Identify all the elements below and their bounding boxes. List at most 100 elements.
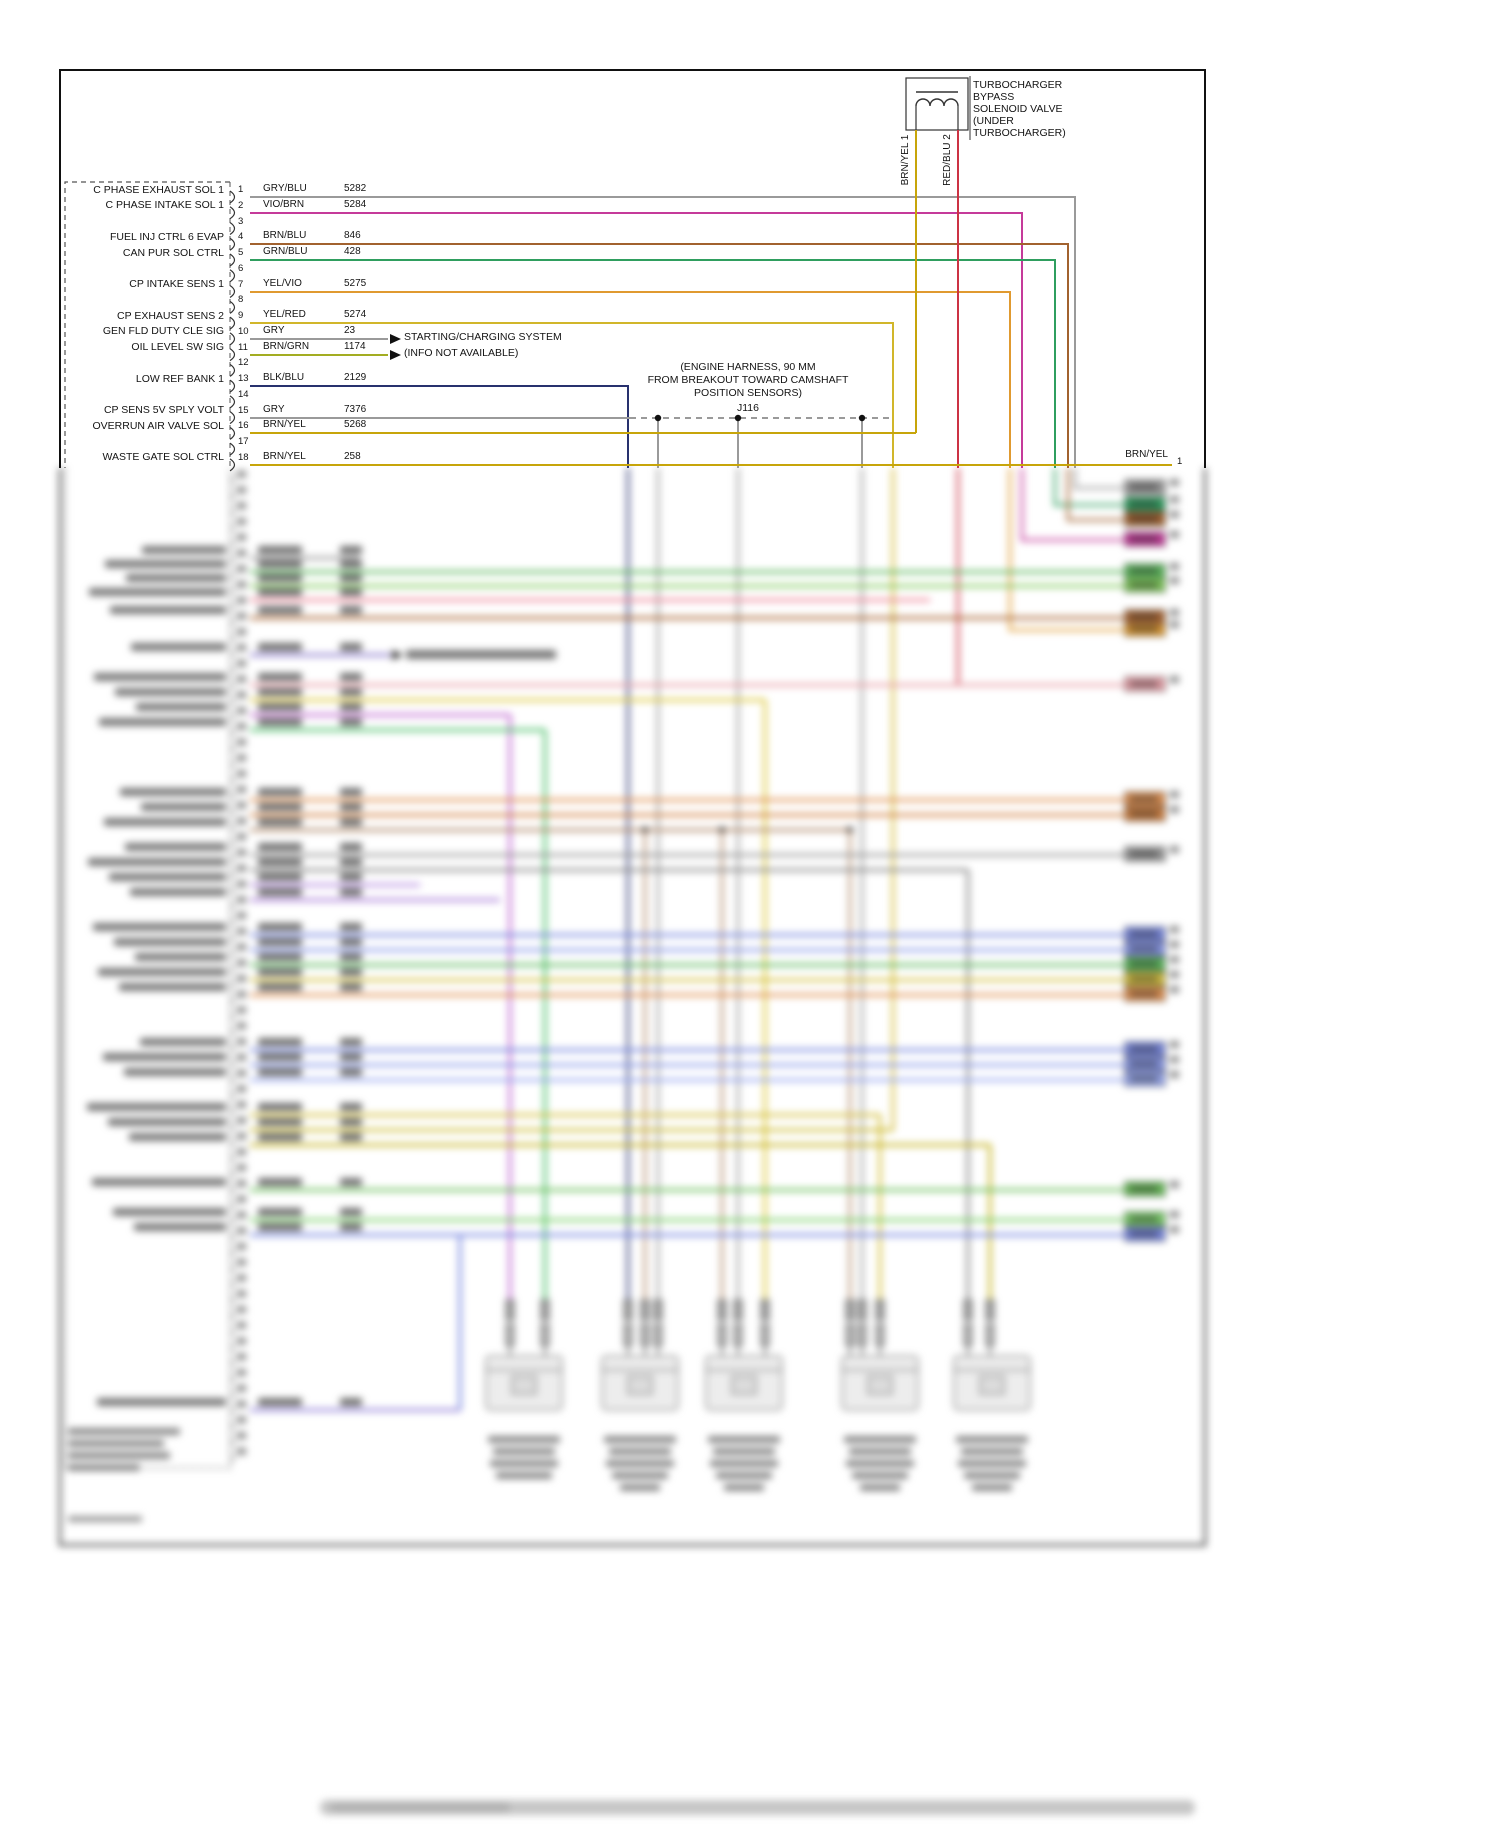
pin-number-blurred <box>237 675 246 683</box>
flow-arrow-icon <box>390 334 401 344</box>
inline-connector-blob <box>963 1299 973 1321</box>
circuit-number: 846 <box>344 230 361 242</box>
circuit-number: 428 <box>344 246 361 258</box>
pin-number: 8 <box>238 294 244 306</box>
pin-arc-blurred <box>229 1200 235 1212</box>
pin-number-blurred <box>237 517 246 525</box>
wire-blurred <box>1008 468 1125 632</box>
circuit-number: 5282 <box>344 183 367 194</box>
code-blob <box>258 923 302 931</box>
pin-number-blurred <box>237 1432 246 1440</box>
label-blob <box>94 673 226 681</box>
pin-arc-blurred <box>229 853 235 865</box>
circuit-blob <box>340 873 362 881</box>
inline-connector-blob <box>985 1299 995 1321</box>
box-text-blob <box>1130 516 1158 522</box>
pin-arc <box>229 363 236 377</box>
label-blob <box>97 1398 226 1406</box>
label-blob <box>89 588 226 596</box>
pin-arc-blurred <box>229 837 235 849</box>
component-label-blob <box>710 1460 778 1467</box>
pin-arc-blurred <box>229 1168 235 1180</box>
pin-arc <box>229 332 236 346</box>
component-label-blob <box>488 1436 560 1443</box>
diagram-border <box>59 69 1206 468</box>
right-exit-wire-code: BRN/YEL <box>1125 449 1168 460</box>
pin-arc-blurred <box>229 1326 235 1338</box>
pin-number: 16 <box>238 420 249 432</box>
component-label-blob <box>604 1436 676 1443</box>
harness-note-line: POSITION SENSORS) <box>694 387 802 399</box>
circuit-blob <box>340 560 362 568</box>
pin-number-blurred <box>237 864 246 872</box>
wire-color-code: YEL/RED <box>263 309 306 321</box>
code-blob <box>258 588 302 596</box>
component-label-blob <box>844 1436 916 1443</box>
box-text-blob <box>1130 681 1158 687</box>
pin-number-blurred <box>237 959 246 967</box>
circuit-blob <box>340 588 362 596</box>
pin-arc <box>229 395 236 409</box>
inline-connector-blob <box>640 1299 650 1321</box>
note-blob <box>68 1464 140 1471</box>
pin-number: 5 <box>238 247 244 259</box>
splice-dot <box>734 414 742 422</box>
info-not-available-note: (INFO NOT AVAILABLE) <box>404 347 519 359</box>
pin-arc-blurred <box>229 916 235 928</box>
pin-number-blurred <box>237 896 246 904</box>
splice-dot <box>858 414 866 422</box>
pin-label: OIL LEVEL SW SIG <box>131 341 224 354</box>
component-label-blob <box>852 1472 908 1479</box>
box-text-blob <box>1130 1046 1158 1052</box>
label-blob <box>87 1103 226 1111</box>
pin-arc-blurred <box>229 1121 235 1133</box>
pin-label: CP INTAKE SENS 1 <box>129 278 224 291</box>
component-label-blob <box>956 1436 1028 1443</box>
circuit-number: 5275 <box>344 277 367 289</box>
code-blob <box>258 673 302 681</box>
pin-number-blurred <box>237 943 246 951</box>
right-pin-blob <box>1170 971 1179 978</box>
pin-label: OVERRUN AIR VALVE SOL <box>92 419 225 432</box>
pin-number-blurred <box>237 1053 246 1061</box>
label-blob <box>99 718 226 726</box>
turbo-coil <box>915 98 959 107</box>
code-blob <box>258 858 302 866</box>
harness-note-line: (ENGINE HARNESS, 90 MM <box>680 361 816 373</box>
pin-arc <box>229 316 236 330</box>
pin-arc-blurred <box>229 1026 235 1038</box>
inline-connector-blob <box>857 1299 867 1321</box>
pin-number-blurred <box>237 596 246 604</box>
pin-number-blurred <box>237 833 246 841</box>
circuit-blob <box>340 1068 362 1076</box>
pin-number: 11 <box>238 341 248 353</box>
pin-label: C PHASE INTAKE SOL 1 <box>105 199 224 212</box>
component-label-blob <box>490 1460 558 1467</box>
pin-number: 12 <box>238 357 249 369</box>
circuit-blob <box>340 818 362 826</box>
right-pin-blob <box>1170 563 1179 570</box>
pin-arc-blurred <box>229 617 235 628</box>
box-text-blob <box>1130 946 1158 952</box>
pin-number-blurred <box>237 628 246 636</box>
circuit-blob <box>340 606 362 614</box>
circuit-blob <box>340 1398 362 1406</box>
pin-arc-blurred <box>229 932 235 944</box>
circuit-number: 7376 <box>344 403 367 415</box>
pin-number-blurred <box>237 502 246 510</box>
right-pin-blob <box>1170 806 1179 813</box>
flow-arrow-icon <box>392 650 403 660</box>
pin-label: WASTE GATE SOL CTRL <box>102 451 224 464</box>
code-blob <box>258 606 302 614</box>
label-blob <box>142 546 226 554</box>
box-text-blob <box>1130 1216 1158 1222</box>
pin-number-blurred <box>237 1179 246 1187</box>
pin-arc-blurred <box>229 1042 235 1054</box>
circuit-blob <box>340 1038 362 1046</box>
diagram-border <box>59 468 1206 1546</box>
pin-number-blurred <box>237 1384 246 1392</box>
pin-arc-blurred <box>229 790 235 802</box>
pin-number-blurred <box>237 612 246 620</box>
